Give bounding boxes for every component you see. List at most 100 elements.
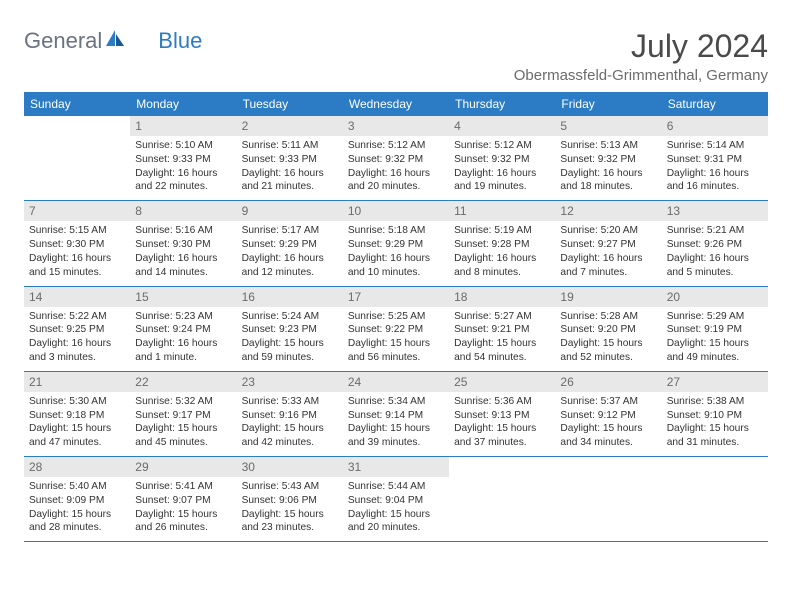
day-number: 15 <box>130 287 236 307</box>
day-number: 17 <box>343 287 449 307</box>
day-number: 23 <box>237 372 343 392</box>
sunset-text: Sunset: 9:13 PM <box>454 409 550 423</box>
day-number: 13 <box>662 201 768 221</box>
day-cell: 7Sunrise: 5:15 AMSunset: 9:30 PMDaylight… <box>24 201 130 285</box>
day-number: 4 <box>449 116 555 136</box>
sunrise-text: Sunrise: 5:19 AM <box>454 224 550 238</box>
sunset-text: Sunset: 9:20 PM <box>560 323 656 337</box>
day-number: 10 <box>343 201 449 221</box>
sunset-text: Sunset: 9:29 PM <box>348 238 444 252</box>
day-cell <box>662 457 768 541</box>
day-cell: 25Sunrise: 5:36 AMSunset: 9:13 PMDayligh… <box>449 372 555 456</box>
sunset-text: Sunset: 9:22 PM <box>348 323 444 337</box>
day-number: 27 <box>662 372 768 392</box>
page-header: General Blue July 2024 Obermassfeld-Grim… <box>24 28 768 84</box>
sunset-text: Sunset: 9:07 PM <box>135 494 231 508</box>
brand-name-2: Blue <box>158 28 202 54</box>
day-cell: 9Sunrise: 5:17 AMSunset: 9:29 PMDaylight… <box>237 201 343 285</box>
sunrise-text: Sunrise: 5:34 AM <box>348 395 444 409</box>
sunset-text: Sunset: 9:32 PM <box>560 153 656 167</box>
sunrise-text: Sunrise: 5:20 AM <box>560 224 656 238</box>
day-cell: 18Sunrise: 5:27 AMSunset: 9:21 PMDayligh… <box>449 287 555 371</box>
weekday-header: Sunday <box>24 92 130 116</box>
day-cell <box>555 457 661 541</box>
daylight-text: Daylight: 15 hours and 45 minutes. <box>135 422 231 450</box>
day-cell: 17Sunrise: 5:25 AMSunset: 9:22 PMDayligh… <box>343 287 449 371</box>
sunset-text: Sunset: 9:26 PM <box>667 238 763 252</box>
daylight-text: Daylight: 15 hours and 37 minutes. <box>454 422 550 450</box>
sunrise-text: Sunrise: 5:28 AM <box>560 310 656 324</box>
sunset-text: Sunset: 9:14 PM <box>348 409 444 423</box>
weekday-header: Thursday <box>449 92 555 116</box>
sunset-text: Sunset: 9:19 PM <box>667 323 763 337</box>
sunrise-text: Sunrise: 5:37 AM <box>560 395 656 409</box>
sunset-text: Sunset: 9:32 PM <box>454 153 550 167</box>
month-title: July 2024 <box>514 28 768 65</box>
day-cell: 23Sunrise: 5:33 AMSunset: 9:16 PMDayligh… <box>237 372 343 456</box>
daylight-text: Daylight: 15 hours and 23 minutes. <box>242 508 338 536</box>
day-number: 25 <box>449 372 555 392</box>
sunset-text: Sunset: 9:12 PM <box>560 409 656 423</box>
day-number: 5 <box>555 116 661 136</box>
daylight-text: Daylight: 16 hours and 1 minute. <box>135 337 231 365</box>
daylight-text: Daylight: 15 hours and 52 minutes. <box>560 337 656 365</box>
day-cell: 19 Sunrise: 5:28 AMSunset: 9:20 PMDayligh… <box>555 287 661 371</box>
weekday-header: Monday <box>130 92 236 116</box>
daylight-text: Daylight: 16 hours and 5 minutes. <box>667 252 763 280</box>
sail-icon <box>104 28 126 54</box>
sunrise-text: Sunrise: 5:18 AM <box>348 224 444 238</box>
day-cell: 3Sunrise: 5:12 AMSunset: 9:32 PMDaylight… <box>343 116 449 200</box>
sunrise-text: Sunrise: 5:10 AM <box>135 139 231 153</box>
sunrise-text: Sunrise: 5:30 AM <box>29 395 125 409</box>
daylight-text: Daylight: 15 hours and 26 minutes. <box>135 508 231 536</box>
sunrise-text: Sunrise: 5:38 AM <box>667 395 763 409</box>
weekday-header-row: Sunday Monday Tuesday Wednesday Thursday… <box>24 92 768 116</box>
sunset-text: Sunset: 9:06 PM <box>242 494 338 508</box>
day-number: 29 <box>130 457 236 477</box>
day-cell: 29 Sunrise: 5:41 AMSunset: 9:07 PMDayligh… <box>130 457 236 541</box>
sunset-text: Sunset: 9:18 PM <box>29 409 125 423</box>
daylight-text: Daylight: 16 hours and 7 minutes. <box>560 252 656 280</box>
sunset-text: Sunset: 9:23 PM <box>242 323 338 337</box>
sunset-text: Sunset: 9:04 PM <box>348 494 444 508</box>
sunrise-text: Sunrise: 5:25 AM <box>348 310 444 324</box>
sunset-text: Sunset: 9:24 PM <box>135 323 231 337</box>
brand-logo: General Blue <box>24 28 202 54</box>
sunrise-text: Sunrise: 5:22 AM <box>29 310 125 324</box>
daylight-text: Daylight: 16 hours and 22 minutes. <box>135 167 231 195</box>
day-number: 26 <box>555 372 661 392</box>
sunrise-text: Sunrise: 5:17 AM <box>242 224 338 238</box>
day-number: 6 <box>662 116 768 136</box>
daylight-text: Daylight: 15 hours and 47 minutes. <box>29 422 125 450</box>
sunrise-text: Sunrise: 5:41 AM <box>135 480 231 494</box>
daylight-text: Daylight: 15 hours and 59 minutes. <box>242 337 338 365</box>
day-number: 9 <box>237 201 343 221</box>
sunrise-text: Sunrise: 5:24 AM <box>242 310 338 324</box>
daylight-text: Daylight: 16 hours and 20 minutes. <box>348 167 444 195</box>
daylight-text: Daylight: 16 hours and 8 minutes. <box>454 252 550 280</box>
daylight-text: Daylight: 15 hours and 49 minutes. <box>667 337 763 365</box>
sunset-text: Sunset: 9:25 PM <box>29 323 125 337</box>
day-cell: 5 Sunrise: 5:13 AMSunset: 9:32 PMDaylight… <box>555 116 661 200</box>
day-cell: 14Sunrise: 5:22 AMSunset: 9:25 PMDayligh… <box>24 287 130 371</box>
day-number: 31 <box>343 457 449 477</box>
sunrise-text: Sunrise: 5:15 AM <box>29 224 125 238</box>
sunrise-text: Sunrise: 5:27 AM <box>454 310 550 324</box>
day-cell: 11Sunrise: 5:19 AMSunset: 9:28 PMDayligh… <box>449 201 555 285</box>
sunset-text: Sunset: 9:27 PM <box>560 238 656 252</box>
daylight-text: Daylight: 16 hours and 18 minutes. <box>560 167 656 195</box>
daylight-text: Daylight: 16 hours and 12 minutes. <box>242 252 338 280</box>
weekday-header: Tuesday <box>237 92 343 116</box>
sunrise-text: Sunrise: 5:21 AM <box>667 224 763 238</box>
sunset-text: Sunset: 9:30 PM <box>135 238 231 252</box>
daylight-text: Daylight: 15 hours and 42 minutes. <box>242 422 338 450</box>
day-cell: 27Sunrise: 5:38 AMSunset: 9:10 PMDayligh… <box>662 372 768 456</box>
sunrise-text: Sunrise: 5:13 AM <box>560 139 656 153</box>
sunrise-text: Sunrise: 5:43 AM <box>242 480 338 494</box>
sunrise-text: Sunrise: 5:33 AM <box>242 395 338 409</box>
daylight-text: Daylight: 16 hours and 15 minutes. <box>29 252 125 280</box>
day-number: 22 <box>130 372 236 392</box>
day-cell: 31Sunrise: 5:44 AMSunset: 9:04 PMDayligh… <box>343 457 449 541</box>
day-number: 19 <box>555 287 661 307</box>
day-number: 7 <box>24 201 130 221</box>
